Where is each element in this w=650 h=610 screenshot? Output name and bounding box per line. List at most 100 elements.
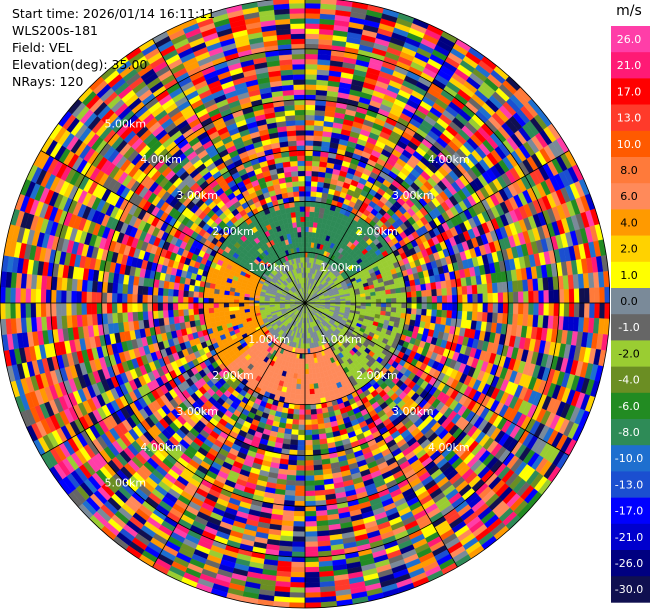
range-gate [314, 489, 326, 497]
range-gate [314, 484, 325, 491]
range-gate [370, 295, 377, 300]
range-gate [482, 293, 489, 304]
range-gate [395, 292, 402, 299]
range-gate [309, 211, 315, 218]
range-gate [512, 291, 519, 304]
range-gate [308, 378, 314, 385]
range-gate [309, 393, 316, 400]
range-gate [385, 307, 392, 313]
range-gate [310, 419, 318, 425]
range-gate [446, 302, 453, 311]
range-gate [391, 298, 397, 304]
range-gate [304, 185, 312, 192]
range-gate [300, 389, 306, 395]
range-gate [304, 109, 316, 116]
range-gate [410, 314, 417, 321]
range-gate [291, 429, 299, 436]
range-gate [558, 289, 565, 304]
range-gate [289, 597, 306, 604]
range-gate [420, 283, 427, 291]
range-gate [289, 439, 298, 446]
range-gate [294, 495, 306, 502]
range-gate [355, 297, 361, 301]
range-gate [370, 299, 377, 304]
range-gate [543, 302, 550, 316]
range-gate [309, 206, 316, 213]
range-gate [292, 536, 306, 543]
range-gate [304, 521, 317, 527]
range-gate [311, 170, 319, 177]
range-gate [298, 424, 306, 431]
station-label: WLS200s-181 [12, 23, 98, 38]
range-gate [298, 409, 306, 415]
range-gate [380, 294, 387, 300]
range-gate [301, 363, 306, 370]
range-gate [287, 408, 294, 415]
range-gate [395, 312, 402, 319]
range-gate [304, 2, 321, 9]
range-gate [304, 13, 321, 19]
range-gate [314, 393, 321, 400]
range-gate [304, 140, 314, 146]
range-gate [538, 290, 545, 304]
range-gate [293, 510, 306, 517]
range-gate [307, 353, 311, 359]
range-gate [284, 489, 296, 497]
range-gate [481, 283, 488, 294]
range-gate [308, 231, 313, 238]
range-gate [538, 302, 545, 316]
range-gate [390, 293, 397, 299]
range-gate [457, 294, 463, 304]
range-gate [320, 0, 338, 5]
range-gate [287, 464, 297, 471]
range-gate [304, 571, 320, 578]
range-gate [375, 302, 382, 308]
range-gate [290, 566, 306, 573]
range-gate [415, 284, 422, 292]
range-gate [295, 485, 306, 492]
range-gate [310, 181, 318, 187]
range-gate [310, 403, 317, 410]
range-gate [304, 424, 312, 431]
range-gate [304, 0, 322, 4]
range-gate [360, 302, 367, 307]
range-gate [304, 368, 309, 375]
range-gate [563, 289, 570, 304]
range-gate [360, 299, 367, 304]
range-gate [316, 191, 323, 198]
range-gate [313, 140, 323, 147]
range-gate [304, 587, 321, 593]
range-gate [304, 414, 312, 421]
range-gate [317, 418, 325, 425]
range-gate [380, 290, 387, 296]
range-gate [291, 556, 306, 563]
range-gate [396, 302, 402, 309]
range-gate [380, 298, 387, 304]
range-gate [380, 302, 387, 308]
range-gate [578, 288, 585, 304]
range-gate [304, 196, 311, 202]
range-gate [304, 226, 310, 233]
range-gate [295, 388, 301, 395]
range-gate [304, 480, 315, 487]
range-gate [308, 368, 313, 375]
range-gate [289, 587, 306, 593]
range-gate [313, 474, 324, 481]
range-gate [304, 150, 314, 156]
range-gate [395, 287, 402, 294]
range-gate [306, 338, 310, 344]
range-gate [304, 541, 318, 548]
range-gate [304, 18, 321, 24]
range-gate [370, 302, 377, 307]
range-gate [431, 302, 438, 311]
range-gate [385, 289, 392, 295]
range-gate [309, 201, 316, 208]
range-gate [304, 119, 315, 126]
range-gate [304, 460, 314, 466]
range-gate [304, 582, 321, 588]
range-gate [313, 459, 323, 466]
range-gate [589, 302, 595, 319]
range-gate [304, 170, 313, 177]
range-gate [340, 298, 346, 302]
